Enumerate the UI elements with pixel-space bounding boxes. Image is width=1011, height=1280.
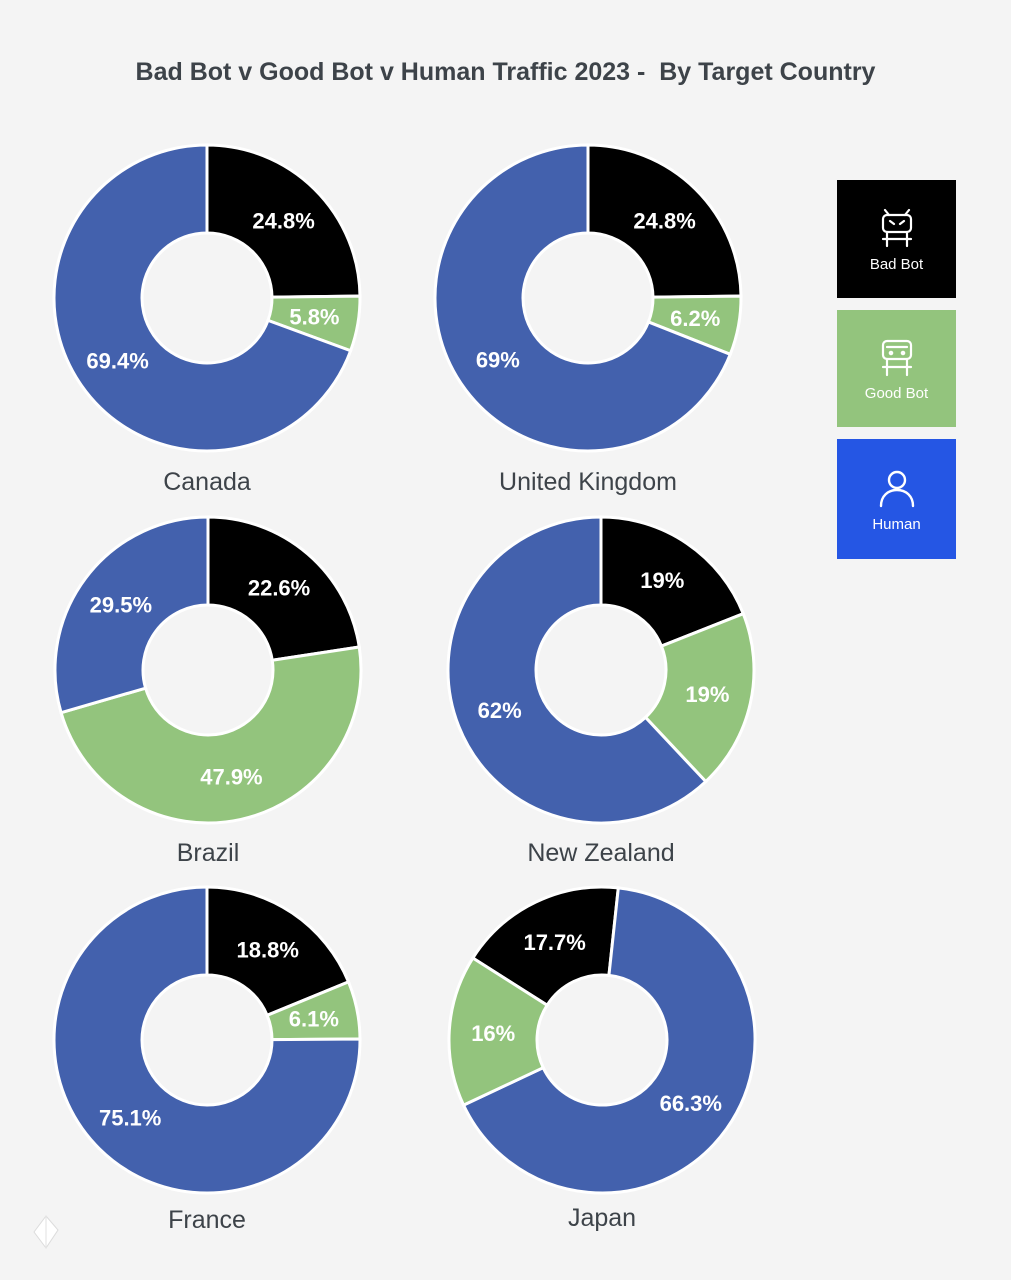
data-label-canada-good-bot: 5.8% [289, 304, 339, 329]
data-label-new-zealand-good-bot: 19% [685, 682, 729, 707]
slice-canada-bad-bot [205, 143, 362, 299]
data-label-japan-bad-bot: 17.7% [523, 930, 585, 955]
slice-france-human [52, 885, 362, 1195]
data-label-new-zealand-human: 62% [478, 698, 522, 723]
country-label-new-zealand: New Zealand [527, 839, 674, 867]
slice-japan-bad-bot [470, 885, 620, 1008]
data-label-canada-bad-bot: 24.8% [252, 208, 314, 233]
slice-canada-human [52, 143, 353, 453]
chart-title: Bad Bot v Good Bot v Human Traffic 2023 … [135, 58, 876, 86]
slice-united-kingdom-bad-bot [586, 143, 743, 299]
slice-united-kingdom-human [433, 143, 733, 453]
slice-france-bad-bot [205, 885, 351, 1018]
legend-bad-bot-label: Bad Bot [869, 255, 924, 273]
data-label-japan-good-bot: 16% [471, 1021, 515, 1046]
country-label-france: France [168, 1206, 246, 1234]
legend-bad-bot: Bad Bot [837, 180, 956, 298]
slice-new-zealand-good-bot [643, 611, 756, 784]
data-label-france-bad-bot: 18.8% [237, 937, 299, 962]
data-label-france-good-bot: 6.1% [289, 1007, 339, 1032]
country-label-japan: Japan [568, 1204, 636, 1232]
data-label-brazil-good-bot: 47.9% [200, 764, 262, 789]
legend-good-bot: Good Bot [837, 310, 956, 427]
human-icon [879, 470, 914, 507]
legend-good-bot-label: Good Bot [864, 385, 929, 402]
slice-japan-good-bot [447, 955, 550, 1108]
data-label-brazil-bad-bot: 22.6% [248, 575, 310, 600]
data-label-new-zealand-bad-bot: 19% [640, 568, 684, 593]
slice-brazil-human [53, 515, 210, 715]
slice-new-zealand-human [446, 515, 708, 825]
data-label-united-kingdom-human: 69% [476, 347, 520, 372]
country-label-united-kingdom: United Kingdom [499, 468, 677, 496]
country-label-canada: Canada [163, 468, 251, 496]
data-label-france-human: 75.1% [99, 1105, 161, 1130]
data-label-brazil-human: 29.5% [90, 593, 152, 618]
country-label-brazil: Brazil [177, 839, 240, 867]
slice-brazil-bad-bot [206, 515, 361, 662]
slice-new-zealand-bad-bot [599, 515, 746, 649]
good-bot-icon [881, 339, 912, 377]
slice-japan-human [461, 886, 757, 1195]
data-label-canada-human: 69.4% [86, 348, 148, 373]
data-label-united-kingdom-good-bot: 6.2% [670, 306, 720, 331]
data-label-japan-human: 66.3% [660, 1091, 722, 1116]
logo-icon [33, 1215, 59, 1249]
legend-human-label: Human [872, 515, 921, 533]
data-label-united-kingdom-bad-bot: 24.8% [633, 208, 695, 233]
bad-bot-icon [881, 208, 912, 247]
legend-human: Human [837, 439, 956, 559]
